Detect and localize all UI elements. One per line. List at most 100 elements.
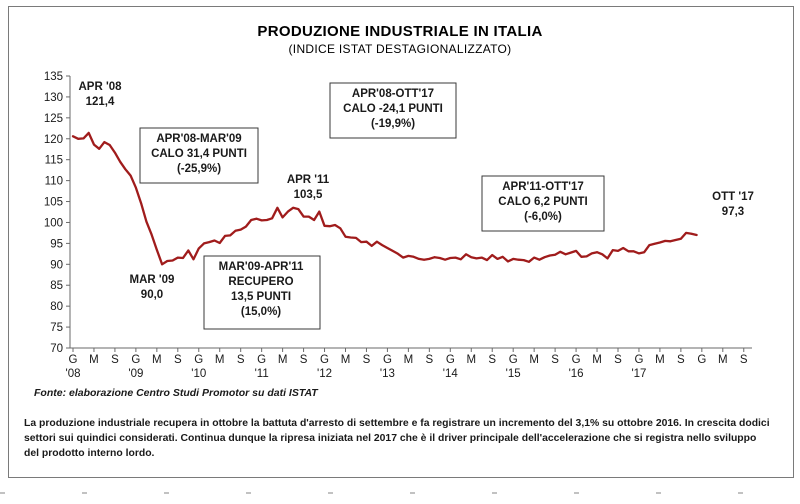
data-point <box>87 132 90 134</box>
y-tick-label: 125 <box>44 113 63 125</box>
data-point <box>569 251 572 254</box>
data-point <box>72 135 74 138</box>
x-tick-label: G <box>257 354 266 366</box>
data-point <box>187 249 190 252</box>
data-point <box>622 247 625 249</box>
data-point <box>77 137 80 140</box>
y-tick-label: 85 <box>50 280 63 292</box>
x-tick-label: M <box>404 354 414 366</box>
annotation-text: APR '11 <box>287 174 330 186</box>
x-tick-label: G <box>383 354 392 366</box>
annotation-box <box>481 175 605 232</box>
data-point <box>281 216 284 219</box>
x-tick-label: S <box>677 354 685 366</box>
data-point <box>108 144 111 146</box>
data-point <box>674 239 677 241</box>
data-point <box>659 241 661 244</box>
y-tick-label: 110 <box>45 176 63 188</box>
data-point <box>601 253 604 256</box>
data-point <box>391 250 394 252</box>
data-point <box>260 219 263 222</box>
data-point <box>213 239 216 242</box>
annotation-text: OTT '17 <box>712 191 754 203</box>
annotation-text: APR'08-OTT'17 <box>352 88 434 100</box>
x-tick-label: S <box>426 354 434 366</box>
data-point <box>229 234 232 237</box>
data-point <box>538 258 541 261</box>
y-tick-label: 130 <box>44 92 63 104</box>
data-point <box>103 141 106 144</box>
data-point <box>685 232 687 234</box>
data-point <box>528 260 530 263</box>
data-point <box>397 252 399 255</box>
y-tick-label: 115 <box>45 155 63 167</box>
x-year-label: '16 <box>569 368 584 380</box>
data-point <box>135 186 137 189</box>
data-point <box>161 263 164 266</box>
y-tick-label: 120 <box>44 134 63 146</box>
data-point <box>119 160 122 163</box>
data-point <box>459 258 462 261</box>
annotation-text: APR'08-MAR'09 <box>156 133 241 145</box>
x-year-label: '10 <box>191 368 206 380</box>
source-note: Fonte: elaborazione Centro Studi Promoto… <box>34 387 319 399</box>
y-tick-label: 90 <box>50 259 63 271</box>
data-point <box>339 227 342 230</box>
data-point <box>287 210 289 213</box>
data-point <box>669 240 672 243</box>
annotation-text: 13,5 PUNTI <box>231 291 291 303</box>
data-point <box>428 258 431 260</box>
data-point <box>470 256 473 259</box>
data-point <box>145 220 148 223</box>
data-point <box>627 250 630 253</box>
annotation-text: APR'11-OTT'17 <box>502 181 584 193</box>
data-point <box>444 258 446 261</box>
data-point <box>549 254 551 257</box>
annotation-text: RECUPERO <box>228 276 293 288</box>
data-point <box>611 249 614 252</box>
data-point <box>297 208 300 211</box>
data-point <box>402 256 404 259</box>
data-point <box>245 225 247 228</box>
data-point <box>370 245 373 247</box>
data-point <box>580 255 583 258</box>
data-point <box>617 250 619 252</box>
data-point <box>386 247 389 249</box>
data-point <box>155 248 158 251</box>
data-point <box>365 240 368 243</box>
y-tick-label: 135 <box>44 71 63 83</box>
x-tick-label: S <box>614 354 622 366</box>
data-point <box>486 259 488 261</box>
x-tick-label: M <box>341 354 351 366</box>
data-point <box>407 255 410 257</box>
annotation-text: 97,3 <box>722 206 744 218</box>
data-point <box>653 242 656 245</box>
data-point <box>423 258 425 261</box>
x-tick-label: G <box>697 354 706 366</box>
annotation-text: (-25,9%) <box>177 163 221 175</box>
data-point <box>638 252 640 255</box>
page-divider <box>0 492 800 494</box>
data-point <box>522 259 525 261</box>
data-point <box>512 258 515 260</box>
x-tick-label: M <box>89 354 99 366</box>
data-point <box>224 235 226 237</box>
data-point <box>171 259 174 262</box>
data-point <box>166 260 169 262</box>
data-point <box>266 219 268 221</box>
x-tick-label: G <box>446 354 455 366</box>
x-year-label: '13 <box>380 368 395 380</box>
series-layer <box>71 131 698 266</box>
data-point <box>302 215 305 218</box>
series-points <box>72 132 698 266</box>
annotation-text: 121,4 <box>86 96 115 108</box>
annotation: MAR'09-APR'11 RECUPERO 13,5 PUNTI (15,0%) <box>203 255 321 330</box>
annotation-text: APR '08 <box>78 81 122 93</box>
data-point <box>475 257 478 260</box>
annotation-box <box>203 255 321 330</box>
x-year-label: '12 <box>317 368 332 380</box>
data-point <box>480 256 483 259</box>
data-point <box>255 217 258 220</box>
data-point <box>208 241 211 244</box>
data-point <box>192 258 195 261</box>
